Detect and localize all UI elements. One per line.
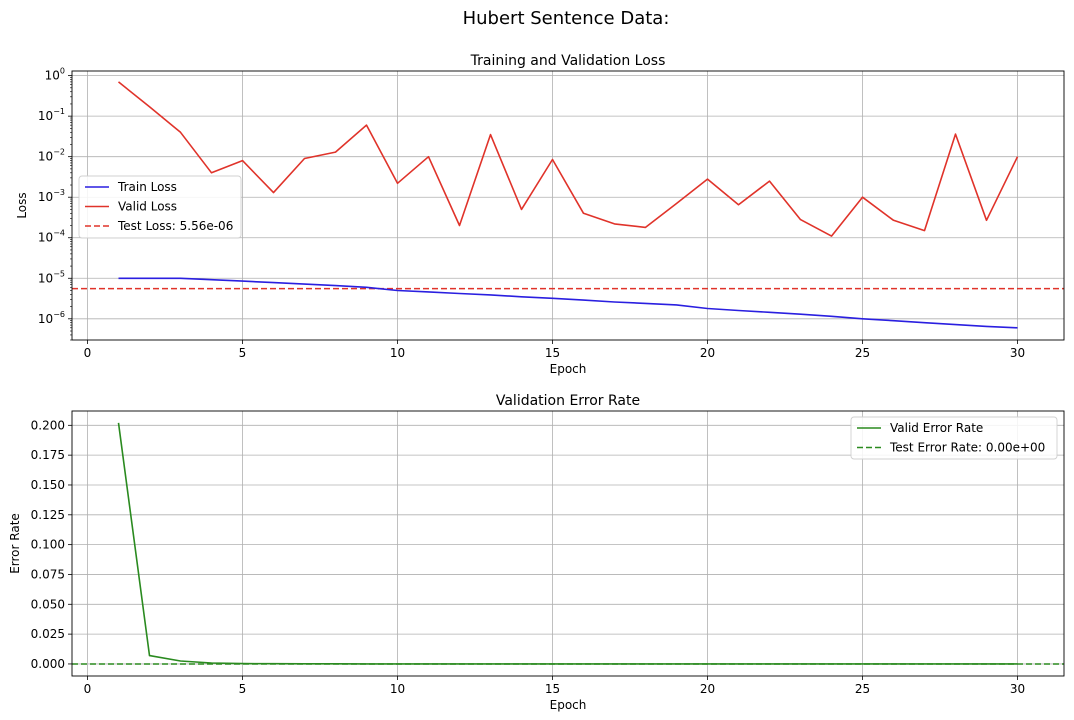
series-line [117, 81, 1019, 237]
legend-label: Valid Error Rate [890, 421, 983, 435]
y-tick-label: 10−3 [38, 188, 65, 204]
y-tick-label: 0.175 [31, 448, 65, 462]
legend-label: Test Error Rate: 0.00e+00 [889, 441, 1045, 455]
y-axis-label: Loss [15, 192, 29, 218]
y-tick-label: 100 [45, 67, 65, 83]
y-tick-label: 0.150 [31, 478, 65, 492]
y-tick-label: 0.050 [31, 597, 65, 611]
x-tick-label: 10 [390, 682, 405, 696]
legend: Train Loss Valid Loss Test Loss: 5.56e-06 [78, 175, 242, 239]
x-tick-label: 25 [855, 346, 870, 360]
legend: Valid Error Rate Test Error Rate: 0.00e+0… [850, 416, 1058, 460]
x-tick-label: 15 [545, 346, 560, 360]
legend-label: Test Loss: 5.56e-06 [117, 219, 233, 233]
x-tick-label: 0 [84, 346, 92, 360]
legend-box [78, 175, 242, 239]
x-tick-label: 0 [84, 682, 92, 696]
plot-frame [71, 410, 1065, 677]
chart-title: Training and Validation Loss [470, 53, 666, 69]
y-tick-label: 10−6 [38, 310, 65, 326]
x-tick-label: 15 [545, 682, 560, 696]
legend-box [850, 416, 1058, 460]
figure-suptitle: Hubert Sentence Data: [463, 8, 670, 29]
series-line [117, 422, 1018, 665]
y-tick-label: 0.025 [31, 627, 65, 641]
x-axis-label: Epoch [550, 362, 587, 376]
x-tick-label: 20 [700, 346, 715, 360]
x-tick-label: 25 [855, 682, 870, 696]
y-tick-label: 0.125 [31, 508, 65, 522]
y-tick-label: 0.000 [31, 657, 65, 671]
y-tick-label: 0.100 [31, 538, 65, 552]
y-tick-label: 10−4 [38, 229, 65, 245]
x-tick-label: 5 [239, 346, 247, 360]
y-axis-label: Error Rate [8, 513, 22, 574]
x-axis-label: Epoch [550, 698, 587, 712]
legend-label: Train Loss [117, 180, 177, 194]
x-tick-label: 30 [1010, 682, 1025, 696]
x-tick-label: 30 [1010, 346, 1025, 360]
x-tick-label: 20 [700, 682, 715, 696]
loss-chart: Training and Validation Loss 0 5 10 15 20 25 30… [15, 53, 1065, 376]
x-tick-label: 5 [239, 682, 247, 696]
plot-frame [71, 70, 1065, 341]
y-tick-label: 10−5 [38, 269, 65, 285]
series-line [118, 277, 1018, 329]
y-tick-label: 0.200 [31, 418, 65, 432]
error-rate-chart: Validation Error Rate 0 5 10 15 20 25 30 0.000 0.… [8, 393, 1065, 712]
y-tick-label: 10−1 [38, 107, 65, 123]
legend-label: Valid Loss [118, 200, 177, 214]
y-tick-label: 10−2 [38, 148, 65, 164]
chart-title: Validation Error Rate [496, 393, 640, 409]
x-tick-label: 10 [390, 346, 405, 360]
y-tick-label: 0.075 [31, 567, 65, 581]
